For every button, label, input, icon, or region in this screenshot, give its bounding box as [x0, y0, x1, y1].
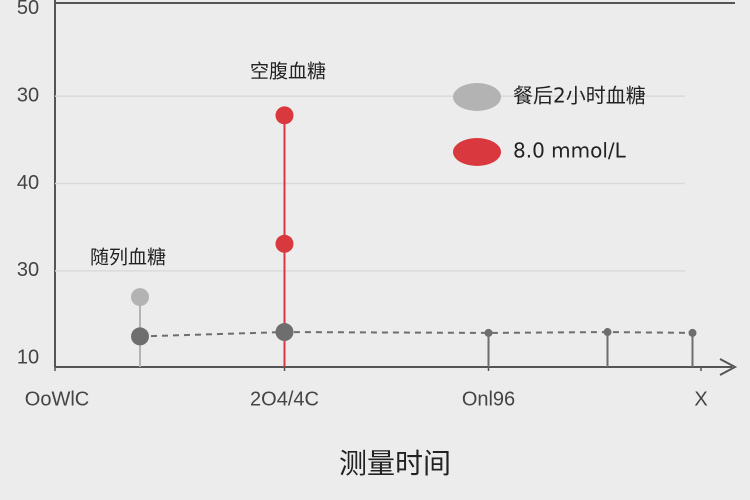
- y-tick-label: 30: [17, 84, 39, 106]
- point: [275, 106, 294, 125]
- legend-swatch: [453, 83, 501, 111]
- point: [603, 328, 612, 337]
- y-tick-label: 10: [17, 347, 39, 369]
- x-tick-label: X: [694, 388, 707, 410]
- point: [275, 234, 294, 253]
- point: [484, 328, 493, 337]
- x-tick-label: 2O4/4C: [250, 388, 319, 410]
- x-axis-arrow: [719, 358, 738, 376]
- annotation: 空腹血糖: [250, 61, 326, 83]
- y-tick-label: 40: [17, 172, 39, 194]
- x-tick-label: Onl96: [462, 388, 515, 410]
- y-tick-label: 30: [17, 259, 39, 281]
- point: [131, 327, 149, 346]
- point: [131, 288, 149, 307]
- x-axis-label: 测量时间: [339, 447, 451, 480]
- legend-swatch: [453, 138, 501, 166]
- legend-label: 餐后2小时血糖: [513, 84, 646, 108]
- point: [688, 328, 697, 337]
- x-tick-label: OoWlC: [25, 388, 89, 410]
- y-tick-label: 50: [17, 0, 39, 19]
- legend-label: 8.0 mmol/L: [513, 139, 627, 163]
- annotation: 随列血糖: [90, 247, 166, 269]
- point: [275, 323, 294, 342]
- dashed-line: [139, 331, 693, 338]
